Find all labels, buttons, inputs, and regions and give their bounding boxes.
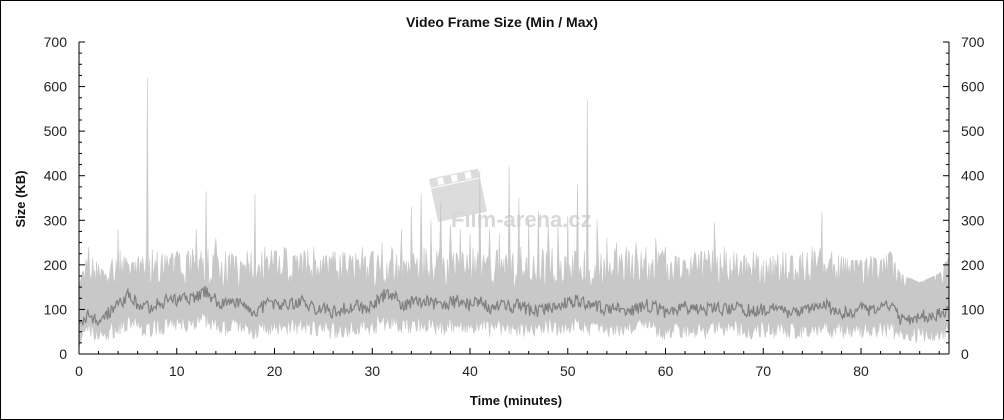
y-tick-label-right: 400 (961, 168, 985, 184)
x-tick-label: 10 (169, 363, 185, 379)
min-series-line (78, 285, 949, 326)
chart-title: Video Frame Size (Min / Max) (406, 14, 598, 30)
y-tick-label-left: 500 (44, 123, 68, 139)
y-tick-label-right: 300 (961, 212, 985, 228)
y-tick-label-right: 200 (961, 257, 985, 273)
y-tick-label-left: 600 (44, 79, 68, 95)
x-tick-label: 80 (853, 363, 869, 379)
watermark-text: Film-arena.cz (451, 207, 592, 232)
y-tick-label-right: 100 (961, 301, 985, 317)
plot-area (78, 77, 950, 349)
y-tick-label-left: 300 (44, 212, 68, 228)
x-tick-label: 60 (658, 363, 674, 379)
y-tick-label-left: 200 (44, 257, 68, 273)
x-tick-label: 40 (462, 363, 478, 379)
y-tick-label-left: 100 (44, 301, 68, 317)
x-tick-label: 20 (267, 363, 283, 379)
watermark: Film-arena.cz (429, 168, 592, 232)
y-axis-label: Size (KB) (13, 170, 28, 227)
y-tick-label-left: 400 (44, 168, 68, 184)
clapperboard-icon (429, 168, 488, 223)
x-tick-label: 0 (75, 363, 83, 379)
y-tick-label-right: 600 (961, 79, 985, 95)
x-axis-label: Time (minutes) (470, 393, 562, 408)
y-tick-label-right: 700 (961, 34, 985, 50)
max-series-area (78, 77, 949, 349)
y-tick-label-left: 700 (44, 34, 68, 50)
x-tick-label: 30 (364, 363, 380, 379)
x-tick-label: 50 (560, 363, 576, 379)
x-tick-label: 70 (755, 363, 771, 379)
y-tick-label-right: 500 (961, 123, 985, 139)
y-tick-label-left: 0 (59, 346, 67, 362)
y-tick-label-right: 0 (961, 346, 969, 362)
